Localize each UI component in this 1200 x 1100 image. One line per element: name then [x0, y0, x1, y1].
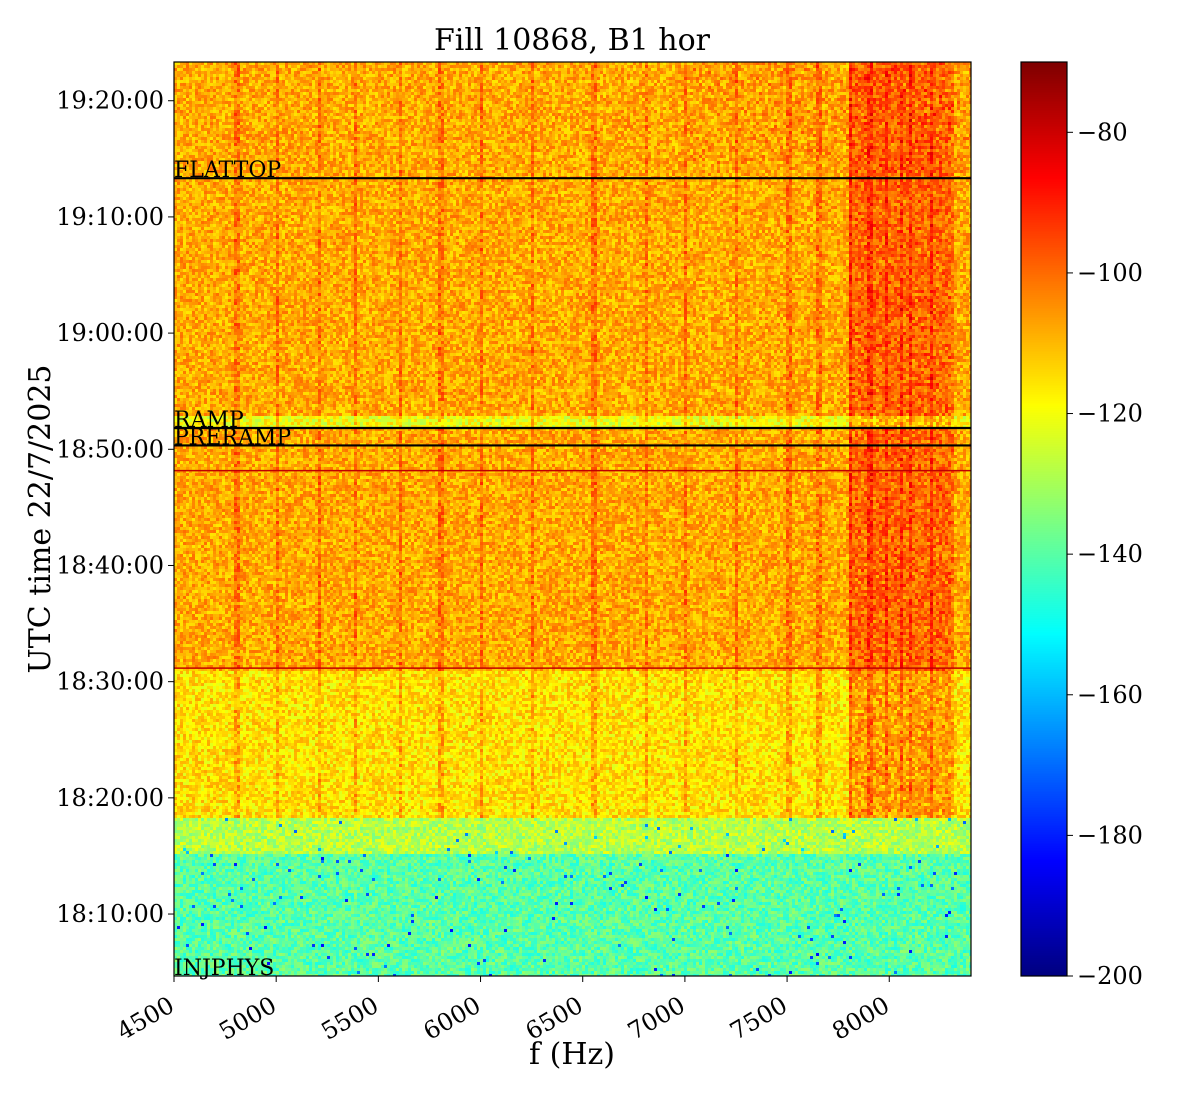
x-tick-label: 5000: [214, 991, 281, 1046]
y-tick-label: 18:50:00: [56, 435, 164, 463]
colorbar-tick-label: −180: [1077, 821, 1143, 849]
colorbar-tick-label: −200: [1077, 962, 1143, 990]
y-axis-label: UTC time 22/7/2025: [23, 365, 58, 674]
x-tick-label: 7000: [623, 991, 690, 1046]
y-tick-label: 18:40:00: [56, 551, 164, 579]
plot-frame: [173, 61, 972, 977]
colorbar-tick-label: −160: [1077, 681, 1143, 709]
colorbar-tick-label: −120: [1077, 400, 1143, 428]
spectrogram-heatmap: [174, 62, 971, 976]
colorbar-tick-label: −80: [1077, 118, 1128, 146]
x-tick-label: 6000: [419, 991, 486, 1046]
y-tick-label: 19:10:00: [56, 203, 164, 231]
y-tick-label: 18:30:00: [56, 668, 164, 696]
y-tick-label: 18:20:00: [56, 784, 164, 812]
y-tick-label: 19:00:00: [56, 319, 164, 347]
y-tick-label: 18:10:00: [56, 900, 164, 928]
x-tick-label: 8000: [827, 991, 894, 1046]
colorbar-tick-label: −100: [1077, 259, 1143, 287]
phase-label: FLATTOP: [174, 158, 281, 183]
colorbar-gradient: [1021, 62, 1067, 976]
colorbar-frame: [1020, 61, 1068, 977]
phase-label: PRERAMP: [174, 425, 291, 450]
chart-title: Fill 10868, B1 hor: [434, 23, 711, 58]
phase-label: INJPHYS: [174, 956, 274, 981]
x-axis-label: f (Hz): [529, 1037, 615, 1072]
x-tick-label: 7500: [725, 991, 792, 1046]
colorbar-tick-label: −140: [1077, 540, 1143, 568]
y-tick-label: 19:20:00: [56, 87, 164, 115]
phase-label: RAMP: [174, 408, 244, 433]
x-tick-label: 5500: [316, 991, 383, 1046]
x-tick-label: 4500: [112, 991, 179, 1046]
